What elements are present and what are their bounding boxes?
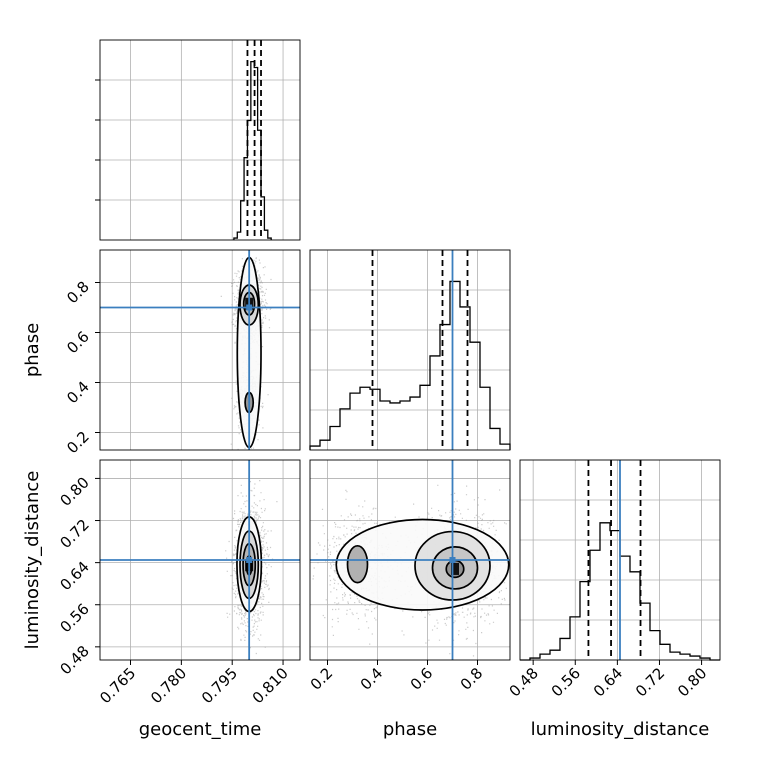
x-axis-geocent_time: 0.765 0.780 0.795 0.810 geocent_time [96, 660, 292, 740]
x-axis-label: luminosity_distance [531, 719, 710, 740]
y-tick-label: 0.72 [56, 516, 92, 552]
axes-frame [99, 249, 301, 451]
y-tick-label: 0.8 [63, 278, 93, 308]
y-axis-luminosity_distance: 0.48 0.56 0.64 0.72 0.80 luminosity_distance [22, 471, 100, 678]
x-tick-label: 0.2 [307, 664, 337, 694]
y-tick-label: 0.2 [63, 428, 93, 458]
y-tick-label: 0.6 [63, 328, 93, 358]
axes-frame [309, 249, 511, 451]
x-tick-label: 0.795 [198, 664, 241, 707]
x-tick-label: 0.780 [147, 664, 190, 707]
panel-content [310, 460, 510, 660]
x-axis-label: phase [383, 719, 437, 740]
truth-marker [246, 304, 253, 311]
density-fill [347, 545, 368, 583]
panel-geocent_time-vs-luminosity_distance [99, 459, 301, 661]
axes-frame [99, 459, 301, 661]
axes-frame [309, 459, 511, 661]
x-tick-label: 0.4 [357, 664, 387, 694]
y-axis-label: phase [22, 323, 43, 377]
x-tick-label: 0.810 [249, 664, 292, 707]
panel-phase-vs-luminosity_distance [309, 459, 511, 661]
contour-line [431, 545, 479, 590]
x-tick-label: 0.56 [548, 664, 584, 700]
histogram-step [309, 280, 511, 450]
scatter-points [225, 480, 278, 655]
x-axis-luminosity_distance: 0.48 0.56 0.64 0.72 0.80 luminosity_distance [506, 660, 710, 740]
x-tick-label: 0.64 [590, 664, 626, 700]
panel-content [100, 250, 300, 450]
x-tick-label: 0.8 [457, 664, 487, 694]
y-tick-label: 0.4 [63, 378, 93, 408]
x-tick-label: 0.72 [632, 664, 668, 700]
y-tick-label: 0.80 [56, 474, 92, 510]
density-core [451, 562, 459, 575]
panel-content [100, 460, 300, 660]
histogram-step [233, 60, 272, 240]
x-axis-phase: 0.2 0.4 0.6 0.8 phase [307, 660, 487, 740]
y-axis-label: luminosity_distance [22, 471, 43, 650]
panel-geocent_time-vs-phase [99, 249, 301, 451]
y-tick-label: 0.64 [56, 558, 92, 594]
y-axis-phase: 0.2 0.4 0.6 0.8 phase [22, 278, 100, 458]
x-tick-label: 0.48 [506, 664, 542, 700]
histogram-geocent_time [95, 39, 301, 241]
x-tick-label: 0.6 [407, 664, 437, 694]
axes-frame [519, 459, 721, 661]
y-tick-label: 0.56 [56, 600, 92, 636]
axes-frame [99, 39, 301, 241]
y-tick-label: 0.48 [56, 642, 92, 678]
x-tick-label: 0.80 [674, 664, 710, 700]
contour-line [346, 544, 369, 584]
x-axis-label: geocent_time [139, 719, 262, 740]
x-tick-label: 0.765 [96, 664, 139, 707]
truth-marker [449, 557, 456, 563]
histogram-phase [309, 249, 511, 451]
contour-line [335, 518, 510, 611]
truth-marker [246, 557, 253, 563]
histogram-luminosity_distance [519, 459, 721, 661]
